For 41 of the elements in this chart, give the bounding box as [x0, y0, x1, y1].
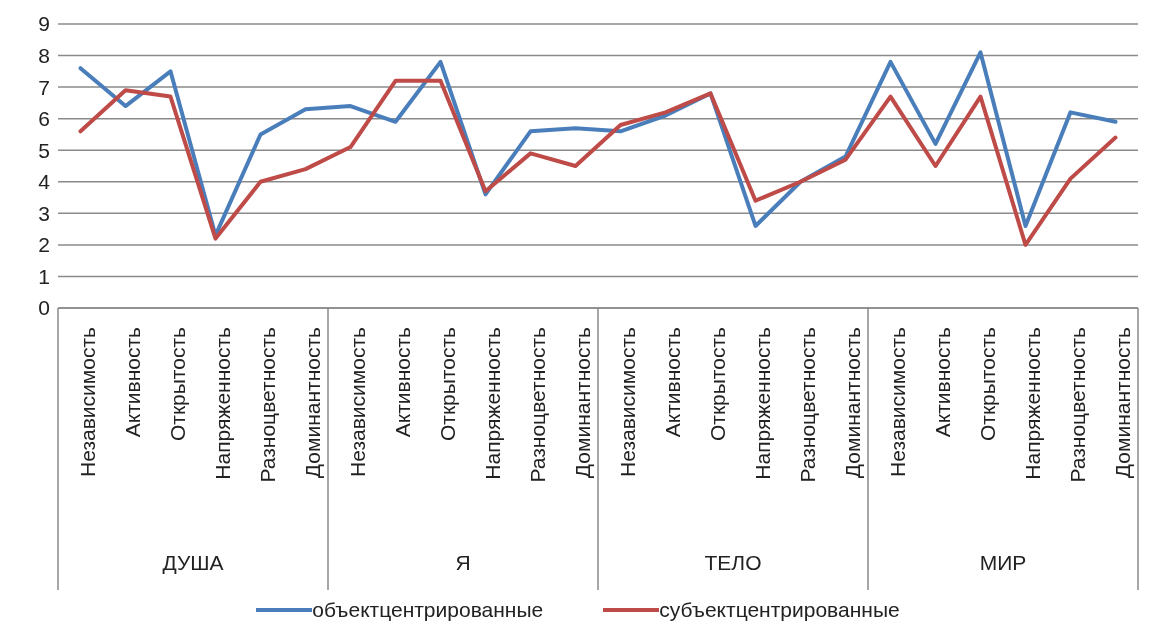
legend-label: объектцентрированные — [312, 598, 544, 622]
x-tick-label: Открытость — [165, 326, 189, 442]
x-tick-label: Активность — [390, 326, 414, 438]
x-tick-label: Напряженность — [750, 326, 774, 480]
x-tick-label: Напряженность — [1020, 326, 1044, 480]
x-tick-label: Открытость — [705, 326, 729, 442]
y-tick-label: 1 — [38, 264, 50, 288]
x-tick-label: Независимость — [615, 326, 639, 477]
text: ДУША — [162, 551, 224, 574]
x-tick-label: Независимость — [345, 326, 369, 477]
y-tick-label: 7 — [38, 75, 50, 99]
text: МИР — [979, 551, 1027, 574]
x-tick-label: Разноцветность — [795, 326, 819, 483]
y-tick-label: 8 — [38, 44, 50, 68]
x-tick-label: Доминантность — [570, 326, 594, 479]
y-tick-label: 4 — [38, 170, 51, 194]
x-tick-label: Разноцветность — [525, 326, 549, 483]
y-tick-label: 5 — [38, 138, 50, 162]
y-tick-label: 0 — [38, 296, 50, 320]
x-tick-label: Открытость — [975, 326, 999, 442]
x-tick-label: Напряженность — [210, 326, 234, 480]
line-series — [78, 78, 1118, 247]
x-tick-label: Доминантность — [840, 326, 864, 479]
x-tick-label: Активность — [660, 326, 684, 438]
x-tick-label: Напряженность — [480, 326, 504, 480]
y-tick-label: 6 — [38, 107, 50, 131]
text: Я — [455, 551, 471, 574]
x-tick-label: Независимость — [75, 326, 99, 477]
text: ТЕЛО — [704, 551, 762, 574]
x-tick-label: Независимость — [885, 326, 909, 477]
y-tick-label: 2 — [38, 233, 50, 257]
x-tick-label: Открытость — [435, 326, 459, 442]
x-tick-label: Доминантность — [1110, 326, 1134, 479]
y-tick-label: 9 — [38, 12, 50, 36]
legend-label: субъектцентрированные — [659, 598, 900, 622]
x-tick-label: Активность — [930, 326, 954, 438]
x-tick-label: Активность — [120, 326, 144, 438]
x-tick-label: Разноцветность — [255, 326, 279, 483]
x-tick-label: Доминантность — [300, 326, 324, 479]
y-tick-label: 3 — [38, 201, 50, 225]
x-tick-label: Разноцветность — [1065, 326, 1089, 483]
